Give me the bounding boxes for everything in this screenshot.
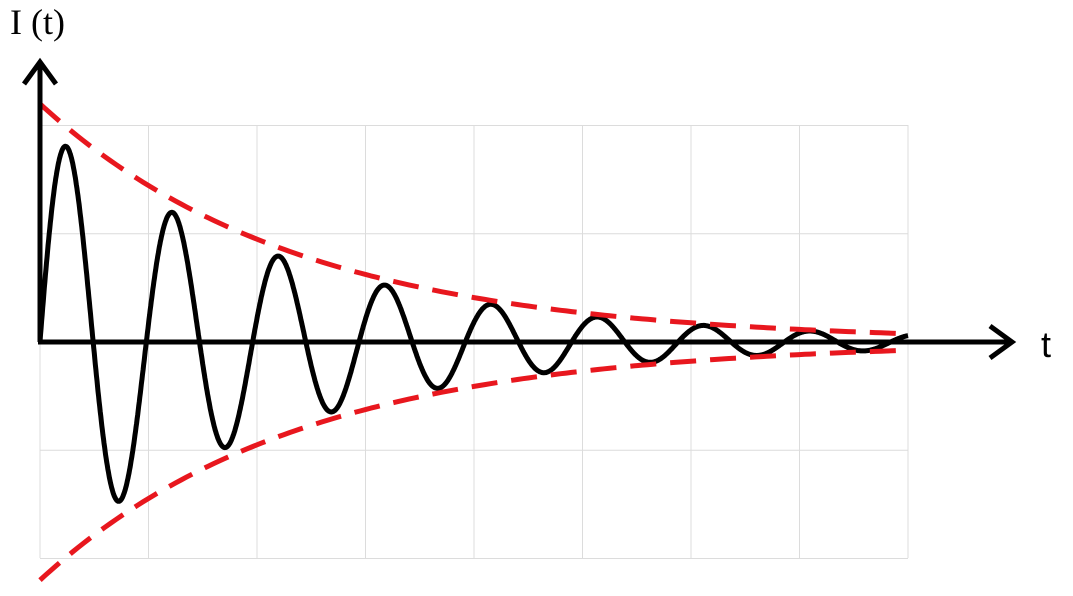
lower-envelope-curve xyxy=(38,347,909,582)
x-axis-label: t xyxy=(1041,324,1051,365)
y-axis-label: I (t) xyxy=(10,2,65,42)
upper-envelope-curve xyxy=(38,101,909,337)
x-axis-arrowhead xyxy=(988,323,1017,361)
axes xyxy=(21,57,1017,361)
plot-area xyxy=(37,101,910,582)
y-axis-arrowhead xyxy=(21,57,59,86)
